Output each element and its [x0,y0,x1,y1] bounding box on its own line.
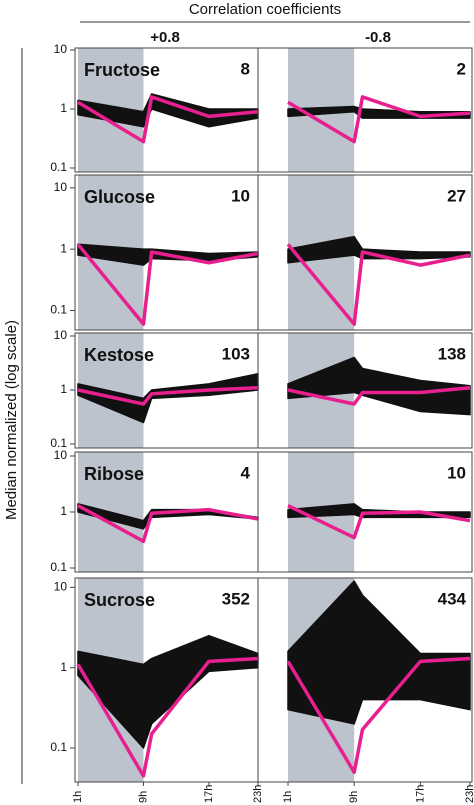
column-label: -0.8 [365,29,391,46]
count-label: 103 [222,344,250,363]
count-label: 27 [447,186,466,205]
profile-line [287,95,471,144]
y-tick-label: 10 [54,580,68,594]
y-tick-label: 10 [54,42,68,56]
x-tick-label: 9h [137,791,149,803]
y-tick-label: 1 [60,101,67,115]
x-tick-label: 17h [203,785,215,803]
profile-line [76,656,259,778]
y-tick-label: 10 [54,448,68,462]
count-label: 352 [222,589,250,608]
count-label: 10 [447,463,466,482]
row-label: Glucose [84,187,155,207]
x-tick-label: 9h [348,791,360,803]
profile-bundle [287,356,471,416]
y-tick-label: 10 [54,328,68,342]
row-label: Fructose [84,60,160,80]
profile-line [287,504,471,540]
count-label: 4 [241,463,251,482]
y-tick-label: 0.1 [50,160,67,174]
y-tick-label: 0.1 [50,560,67,574]
panel-frame [74,47,473,173]
y-tick-label: 1 [60,504,67,518]
y-tick-label: 10 [54,180,68,194]
x-tick-label: 23h [464,785,474,803]
count-label: 2 [457,59,466,78]
profile-line [286,243,471,326]
chart-title: Correlation coefficients [189,1,341,18]
profile-bundle [287,580,471,725]
x-tick-label: 1h [72,791,84,803]
column-label: +0.8 [150,29,180,46]
profile-line [77,386,259,406]
count-label: 10 [231,186,250,205]
profile-line [77,95,259,144]
profile-line [287,386,471,406]
y-axis-label: Median normalized (log scale) [3,320,20,520]
profile-line [76,243,259,326]
y-tick-label: 1 [60,382,67,396]
profile-line [286,656,471,774]
y-tick-label: 0.1 [50,436,67,450]
y-tick-label: 0.1 [50,740,67,754]
x-tick-label: 17h [414,785,426,803]
x-tick-label: 1h [282,791,294,803]
row-label: Sucrose [84,590,155,610]
row-label: Ribose [84,464,144,484]
y-tick-label: 1 [60,660,67,674]
y-tick-label: 1 [60,241,67,255]
y-tick-label: 0.1 [50,303,67,317]
count-label: 138 [438,344,466,363]
count-label: 434 [438,589,467,608]
count-label: 8 [241,59,250,78]
row-label: Kestose [84,345,154,365]
panel-frame [74,174,473,331]
profile-line [77,504,259,544]
x-tick-label: 23h [252,785,264,803]
panel-frame [74,577,473,783]
